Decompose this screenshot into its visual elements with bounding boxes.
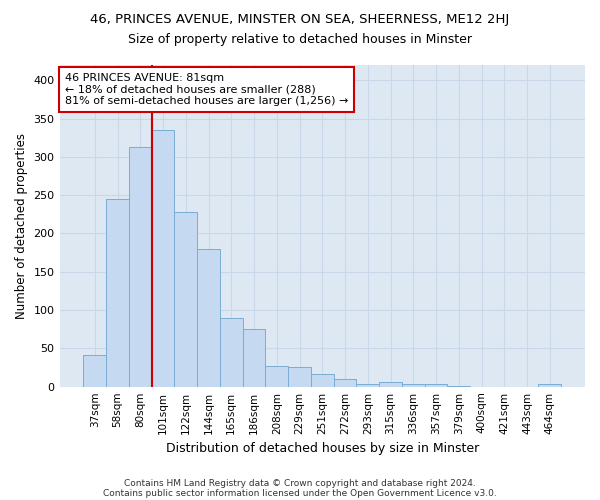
Bar [425,384,448,386]
Bar [242,329,265,386]
Bar [220,318,242,386]
Bar [83,354,106,386]
Bar [152,130,175,386]
Bar [106,199,129,386]
Text: 46, PRINCES AVENUE, MINSTER ON SEA, SHEERNESS, ME12 2HJ: 46, PRINCES AVENUE, MINSTER ON SEA, SHEE… [91,12,509,26]
Text: 46 PRINCES AVENUE: 81sqm
← 18% of detached houses are smaller (288)
81% of semi-: 46 PRINCES AVENUE: 81sqm ← 18% of detach… [65,73,348,106]
Text: Size of property relative to detached houses in Minster: Size of property relative to detached ho… [128,32,472,46]
Bar [129,147,152,386]
Text: Contains HM Land Registry data © Crown copyright and database right 2024.: Contains HM Land Registry data © Crown c… [124,478,476,488]
Bar [288,367,311,386]
Bar [334,379,356,386]
Bar [538,384,561,386]
Bar [356,384,379,386]
Bar [402,384,425,386]
Text: Contains public sector information licensed under the Open Government Licence v3: Contains public sector information licen… [103,488,497,498]
Bar [379,382,402,386]
Bar [311,374,334,386]
Bar [197,249,220,386]
Y-axis label: Number of detached properties: Number of detached properties [15,133,28,319]
Bar [175,212,197,386]
X-axis label: Distribution of detached houses by size in Minster: Distribution of detached houses by size … [166,442,479,455]
Bar [265,366,288,386]
